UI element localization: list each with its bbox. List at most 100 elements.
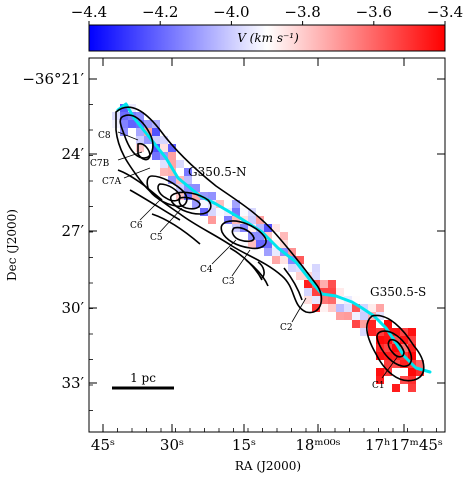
clump-leader-line [117,131,139,141]
contour-c4 [220,220,267,250]
velocity-pixel [328,296,336,304]
contour-c1 [376,330,413,368]
contour-c4-inner [231,226,255,243]
velocity-pixel [152,128,160,136]
velocity-pixel [280,256,288,264]
contour-c8 [119,114,154,159]
velocity-pixel [320,280,328,288]
velocity-pixel [304,296,312,304]
clump-leader-line [159,207,183,233]
velocity-pixel [360,320,368,328]
velocity-pixel [208,216,216,224]
velocity-pixel [208,200,216,208]
contour-arc-4 [229,247,263,281]
scale-bar-label: 1 pc [130,371,156,385]
velocity-pixel [352,296,360,304]
colorbar-tick-label: −3.4 [427,3,463,21]
velocity-pixel [152,136,160,144]
velocity-pixel [248,216,256,224]
velocity-pixel [136,136,144,144]
clump-leader-line [211,239,237,265]
velocity-pixel [240,208,248,216]
clump-annotations: C1 C2 C3 C4 C5 C6 C7A C7B C8 [90,131,399,391]
clump-label: C7A [102,177,122,187]
velocity-pixel [408,336,416,344]
velocity-pixel [216,200,224,208]
velocity-pixel [288,264,296,272]
velocity-pixel [392,328,400,336]
clump-leader-line [117,151,143,161]
clump-leader-line [231,249,251,277]
clump-label: C7B [90,159,110,169]
velocity-pixel [232,208,240,216]
velocity-pixel [184,192,192,200]
velocity-pixel [256,224,264,232]
velocity-pixel [200,192,208,200]
clump-label: C3 [222,277,235,287]
colorbar-tick-label: −4.2 [142,3,178,21]
velocity-pixel [312,272,320,280]
velocity-pixel [280,232,288,240]
clump-label: C2 [280,323,293,333]
colorbar-gradient [88,24,446,52]
contour-arc-1 [117,169,163,201]
y-tick-label: 30′ [62,299,85,317]
velocity-pixel [312,288,320,296]
velocity-pixel [152,152,160,160]
velocity-pixel [200,200,208,208]
velocity-pixel [408,384,416,392]
velocity-pixel [408,368,416,376]
velocity-pixel [320,304,328,312]
clump-leader-line [381,355,399,379]
velocity-pixel [328,280,336,288]
plot-frame [88,57,446,433]
contour-c1-inner [387,338,405,358]
velocity-pixel [384,360,392,368]
velocity-pixel [168,144,176,152]
colorbar-ticks: −4.4 −4.2 −4.0 −3.8 −3.6 −3.4 [71,3,463,25]
colorbar-tick-label: −3.8 [284,3,320,21]
velocity-pixel [400,360,408,368]
velocity-pixel [312,296,320,304]
velocity-pixel [328,288,336,296]
velocity-pixel [136,128,144,136]
x-tick-label: 15ˢ [232,436,256,454]
contour-arc-5 [245,259,269,287]
colorbar-tick-label: −3.6 [356,3,392,21]
velocity-pixel [320,296,328,304]
velocity-pixel [168,160,176,168]
velocity-pixel [296,256,304,264]
velocity-pixel [168,176,176,184]
velocity-pixel [144,120,152,128]
velocity-pixel [272,248,280,256]
velocity-pixel [344,304,352,312]
column-density-contours [115,106,425,382]
velocity-pixel [224,200,232,208]
velocity-pixel [160,144,168,152]
velocity-pixel [144,136,152,144]
velocity-pixel [376,352,384,360]
velocity-pixel [376,344,384,352]
velocity-pixel [192,192,200,200]
contour-c6-inner [157,183,181,202]
velocity-pixel [384,344,392,352]
x-tick-label: 17ʰ17ᵐ45ˢ [365,436,443,454]
velocity-pixel [352,304,360,312]
clump-leader-line [123,167,151,179]
velocity-pixel [240,224,248,232]
velocity-pixel [272,224,280,232]
velocity-pixel [416,360,424,368]
velocity-pixel [208,208,216,216]
velocity-pixel [368,304,376,312]
velocity-pixel [336,296,344,304]
clump-label: C5 [150,233,163,243]
velocity-pixel [168,168,176,176]
contour-arc-2 [129,189,181,221]
colorbar-tick-label: −4.0 [213,3,249,21]
velocity-pixel [376,368,384,376]
velocity-pixel [384,320,392,328]
y-tick-label: 24′ [62,145,85,163]
velocity-pixel [336,288,344,296]
velocity-pixel [208,192,216,200]
